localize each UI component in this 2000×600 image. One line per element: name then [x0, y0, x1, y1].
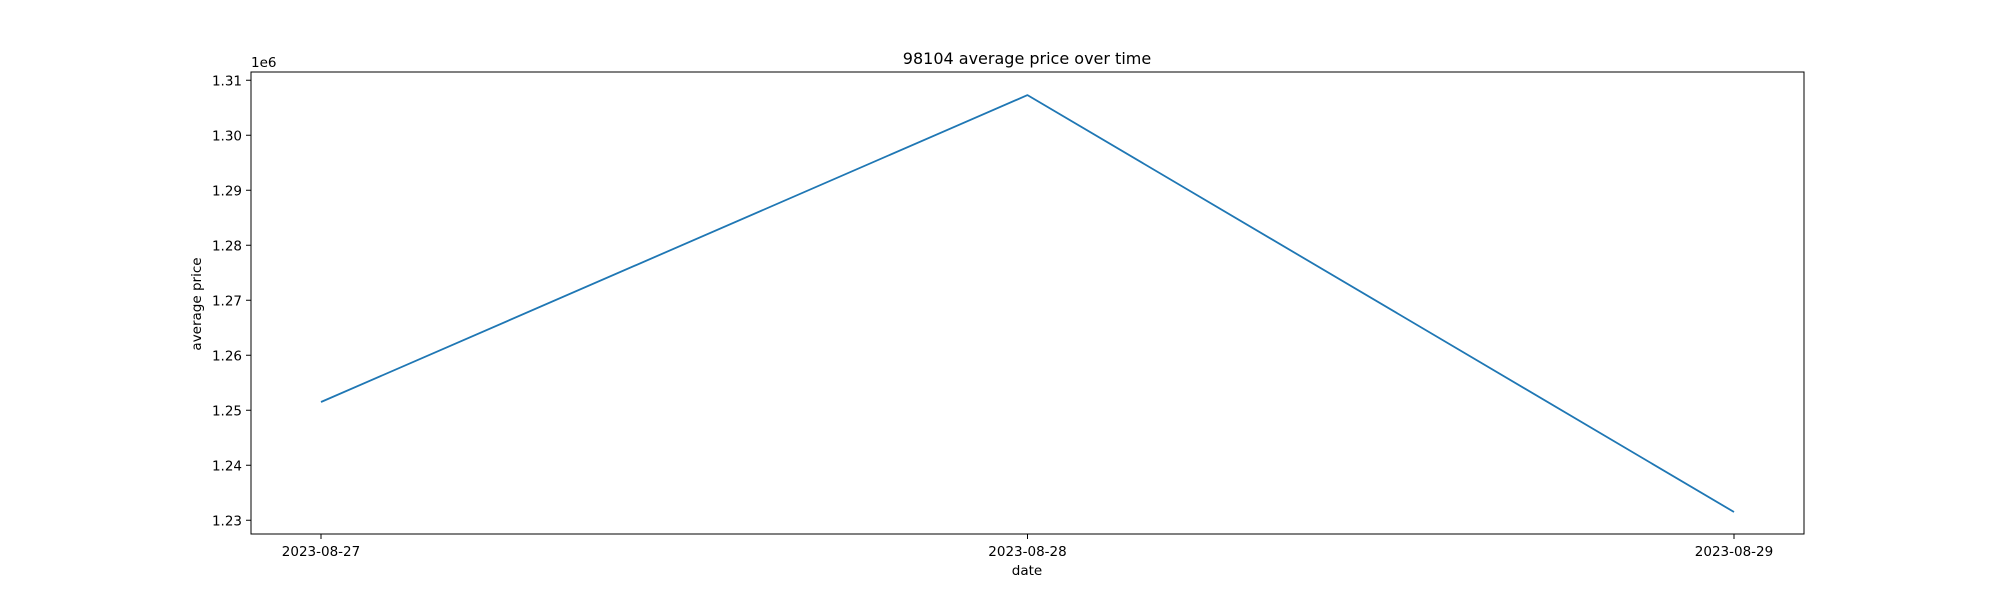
x-tick-label: 2023-08-28 [988, 544, 1066, 560]
y-offset-label: 1e6 [251, 55, 276, 71]
y-tick-label: 1.28 [212, 238, 242, 254]
y-tick-label: 1.24 [212, 458, 242, 474]
chart-title: 98104 average price over time [903, 49, 1151, 68]
y-tick-label: 1.30 [212, 128, 242, 144]
x-tick-label: 2023-08-29 [1695, 544, 1773, 560]
y-axis-label: average price [189, 257, 205, 350]
y-tick-label: 1.26 [212, 348, 242, 364]
x-axis-label: date [1012, 563, 1042, 579]
series-line [320, 94, 1735, 513]
y-tick-label: 1.29 [212, 183, 242, 199]
x-tick-label: 2023-08-27 [282, 544, 360, 560]
y-tick-label: 1.31 [212, 73, 242, 89]
y-tick-label: 1.27 [212, 293, 242, 309]
y-tick-label: 1.23 [212, 513, 242, 529]
y-tick-label: 1.25 [212, 403, 242, 419]
axes-frame [250, 71, 1805, 535]
plot-area: 1.23 1.24 1.25 1.26 1.27 1.28 1.29 1.30 1.31 2023… [212, 71, 1805, 560]
